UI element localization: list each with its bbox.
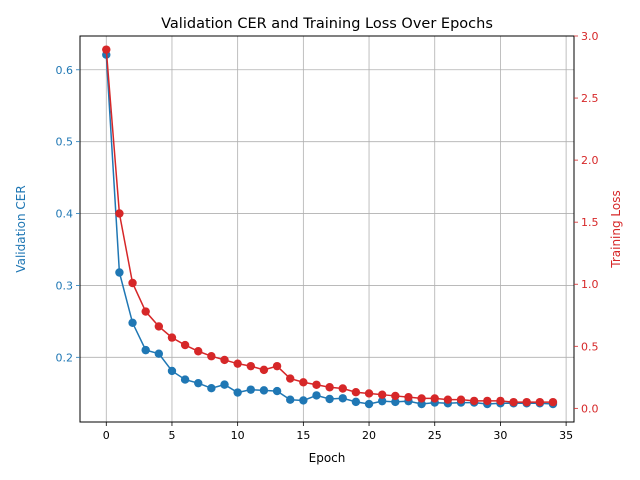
training-loss-point xyxy=(443,395,453,404)
x-axis-label: Epoch xyxy=(309,451,346,465)
grid xyxy=(80,36,574,422)
left-y-tick-label: 0.4 xyxy=(56,208,74,221)
validation-cer-point xyxy=(128,318,137,328)
x-tick-label: 5 xyxy=(168,429,175,442)
training-loss-point xyxy=(233,359,242,368)
left-y-tick-label: 0.5 xyxy=(56,136,74,149)
training-loss-point xyxy=(194,347,203,356)
right-y-tick-label: 1.5 xyxy=(581,216,599,229)
training-loss-point xyxy=(246,361,255,371)
training-loss-point xyxy=(102,45,111,54)
right-y-tick-label: 1.0 xyxy=(581,278,599,291)
training-loss-point xyxy=(522,397,531,407)
right-y-tick-label: 0.0 xyxy=(581,402,599,415)
axes-layer: 0 5 10 15 20 25 30 35 0.2 0.3 0.4 0.5 0.6 0.0 0.5 1.0 1.… xyxy=(56,30,599,442)
validation-cer-point xyxy=(220,380,229,389)
training-loss-point xyxy=(299,378,308,387)
training-loss-point xyxy=(141,307,150,316)
training-loss-point xyxy=(338,384,347,393)
x-tick-label: 15 xyxy=(296,429,310,442)
training-loss-point xyxy=(404,392,413,402)
validation-cer-point xyxy=(180,375,190,384)
left-y-tick-label: 0.3 xyxy=(56,279,74,292)
x-tick-label: 30 xyxy=(493,429,507,442)
left-y-tick-label: 0.6 xyxy=(56,64,74,77)
plot-frame xyxy=(79,35,575,423)
training-loss-point xyxy=(220,355,229,365)
training-loss-point xyxy=(456,395,466,404)
left-y-tick-label: 0.2 xyxy=(56,351,74,364)
training-loss-series xyxy=(102,45,558,407)
training-loss-point xyxy=(509,397,518,407)
validation-cer-point xyxy=(351,397,361,407)
validation-cer-point xyxy=(377,396,387,406)
x-tick-label: 10 xyxy=(231,429,245,442)
x-tick-label: 25 xyxy=(428,429,442,442)
training-loss-point xyxy=(417,394,426,403)
validation-cer-point xyxy=(246,385,255,394)
training-loss-point xyxy=(259,365,269,375)
training-loss-point xyxy=(496,396,505,406)
validation-cer-point xyxy=(286,395,295,404)
right-y-tick-label: 0.5 xyxy=(581,340,599,353)
training-loss-point xyxy=(377,390,387,399)
series-layer xyxy=(102,45,558,409)
validation-cer-point xyxy=(141,345,150,355)
training-loss-point xyxy=(286,374,295,383)
validation-cer-point xyxy=(167,366,177,376)
training-loss-point xyxy=(391,391,400,401)
validation-cer-point xyxy=(194,378,203,388)
training-loss-point xyxy=(207,352,216,361)
training-loss-point xyxy=(548,397,558,407)
training-loss-point xyxy=(469,396,479,406)
validation-cer-point xyxy=(272,386,282,396)
validation-cer-series xyxy=(102,50,558,409)
right-y-tick-label: 2.5 xyxy=(581,92,599,105)
training-loss-point xyxy=(312,380,321,389)
validation-cer-point xyxy=(364,399,374,409)
training-loss-point xyxy=(128,278,137,288)
validation-cer-point xyxy=(338,394,347,403)
validation-cer-point xyxy=(115,268,124,277)
validation-cer-point xyxy=(391,397,400,407)
right-y-tick-label: 2.0 xyxy=(581,154,599,167)
training-loss-point xyxy=(325,383,334,392)
validation-cer-point xyxy=(154,349,164,358)
x-tick-label: 20 xyxy=(362,429,376,442)
right-axis-label: Training Loss xyxy=(609,190,623,268)
training-loss-point xyxy=(351,388,361,397)
validation-cer-point xyxy=(299,396,308,405)
training-loss-point xyxy=(154,322,164,331)
validation-cer-point xyxy=(325,394,334,404)
training-loss-point xyxy=(535,397,545,407)
x-tick-label: 35 xyxy=(559,429,573,442)
training-loss-point xyxy=(483,396,492,406)
training-loss-point xyxy=(115,209,124,218)
training-loss-point xyxy=(272,361,282,371)
validation-cer-point xyxy=(312,391,321,400)
x-tick-label: 0 xyxy=(103,429,110,442)
validation-cer-point xyxy=(233,388,242,397)
training-loss-point xyxy=(364,389,374,398)
chart-title: Validation CER and Training Loss Over Ep… xyxy=(161,16,493,32)
validation-cer-point xyxy=(259,386,269,395)
left-axis-label: Validation CER xyxy=(14,185,28,272)
training-loss-point xyxy=(180,340,190,350)
training-loss-point xyxy=(167,333,177,342)
right-y-tick-label: 3.0 xyxy=(581,30,599,43)
training-loss-point xyxy=(430,394,439,403)
validation-cer-point xyxy=(207,384,216,393)
